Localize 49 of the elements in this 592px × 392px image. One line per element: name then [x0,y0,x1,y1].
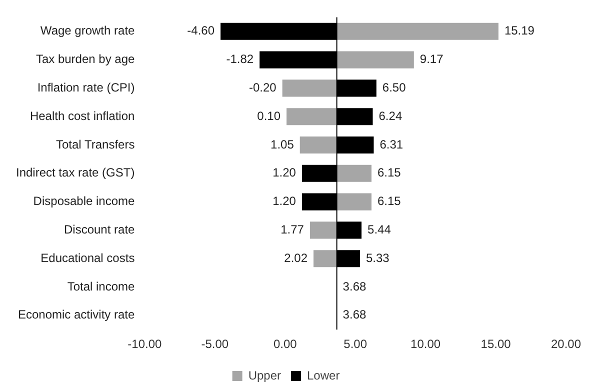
y-tick-label: Health cost inflation [30,108,135,123]
data-label: 0.10 [257,108,281,123]
data-label: 6.50 [382,80,406,95]
bar [336,51,414,68]
y-tick-label: Disposable income [33,194,136,208]
y-tick-label: Discount rate [64,222,136,237]
x-tick-label: -5.00 [201,337,229,352]
data-label: 5.44 [368,222,392,237]
y-tick-label: Total income [67,279,136,294]
bar [300,136,337,154]
x-tick-label: -10.00 [128,337,162,352]
bar [282,80,337,97]
x-tick-label: 0.00 [273,337,298,352]
annotation: 3.68 [342,308,366,322]
bar [314,250,337,268]
y-tick-label: Indirect tax rate (GST) [16,166,135,180]
bar [336,22,498,40]
data-label: 6.15 [378,166,402,180]
y-tick-label: Tax burden by age [36,52,136,66]
x-tick-label: 20.00 [550,337,582,352]
y-tick-label: Inflation rate (CPI) [37,80,135,95]
data-label: -1.82 [226,52,254,66]
data-label: 1.20 [272,166,296,180]
data-label: 1.77 [280,222,304,237]
legend-label: Lower [307,368,340,382]
data-label: 6.15 [378,194,402,208]
data-label: 6.31 [380,137,404,152]
data-label: 2.02 [284,250,308,265]
data-label: 6.24 [378,108,402,123]
data-label: -4.60 [187,24,215,38]
y-tick-label: Total Transfers [56,137,135,152]
data-label: 5.33 [366,250,390,265]
y-tick-label: Educational costs [40,250,135,265]
bar [336,193,372,210]
x-tick-label: 5.00 [344,337,368,352]
x-tick-label: 10.00 [410,337,441,352]
data-label: 15.19 [504,24,535,38]
y-tick-label: Wage growth rate [40,24,136,38]
data-label: 1.05 [270,137,294,152]
bar [336,164,372,182]
bar [286,108,337,126]
bar [310,222,337,239]
data-label: -0.20 [248,80,277,95]
legend-label: Upper [248,368,282,382]
annotation: 3.68 [342,279,366,294]
data-label: 1.20 [272,194,296,208]
data-label: 9.17 [420,52,444,66]
y-tick-label: Economic activity rate [18,308,136,322]
x-tick-label: 15.00 [480,337,512,352]
